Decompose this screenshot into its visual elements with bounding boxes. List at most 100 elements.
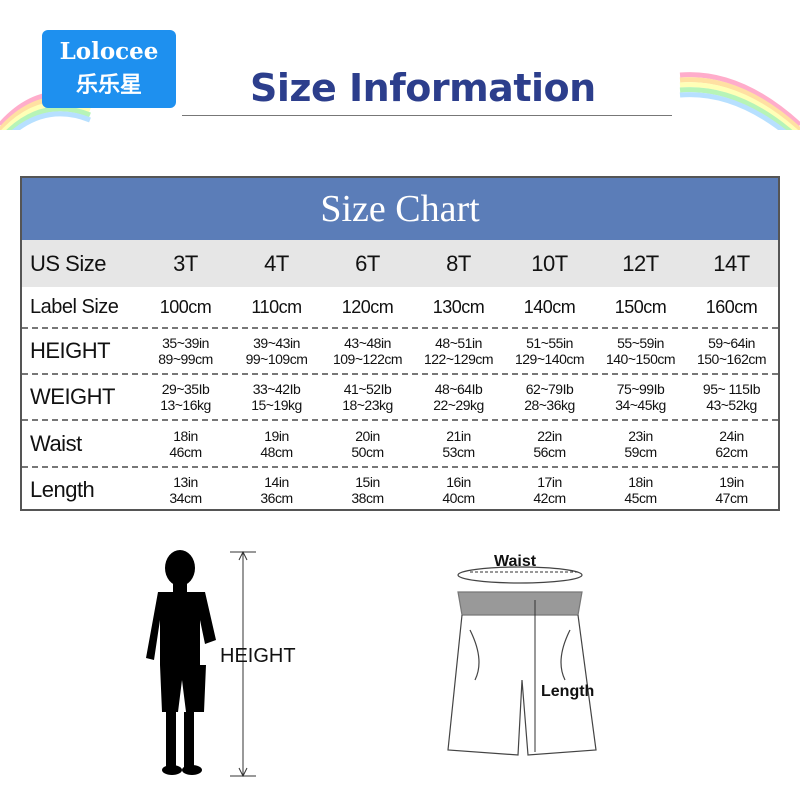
table-cell: 18in 46cm: [140, 428, 231, 460]
table-cell: 55~59in 140~150cm: [595, 335, 686, 367]
cell-value: 62~79Ib: [525, 381, 574, 397]
cell-value: 150cm: [614, 297, 667, 317]
table-cell: 59~64in 150~162cm: [686, 335, 777, 367]
brand-logo: Lolocee 乐乐星: [42, 30, 176, 108]
cell-value: 160cm: [705, 297, 758, 317]
cell-value: 15in: [355, 474, 380, 490]
cell-value: 109~122cm: [332, 351, 403, 367]
child-silhouette-icon: [146, 550, 216, 775]
cell-value: 13~16kg: [160, 397, 211, 413]
table-cell: 15in 38cm: [322, 474, 413, 506]
cell-value: 23in: [628, 427, 653, 444]
cell-value: 62cm: [715, 443, 748, 460]
cell-value: 18in: [173, 427, 198, 444]
table-cell: 140cm: [504, 298, 595, 316]
row-label: Waist: [30, 430, 82, 456]
header-label: US Size: [30, 250, 106, 276]
height-label: HEIGHT: [220, 645, 296, 667]
table-cell: 14in 36cm: [231, 474, 322, 506]
cell-value: 35~39in: [162, 335, 209, 351]
cell-value: 36cm: [260, 490, 293, 506]
cell-value: 55~59in: [617, 335, 664, 351]
cell-value: 99~109cm: [245, 351, 308, 367]
table-cell: 110cm: [231, 297, 322, 317]
cell-value: 38cm: [351, 490, 384, 506]
logo-text-cn: 乐乐星: [75, 73, 142, 98]
cell-value: 45cm: [624, 490, 657, 506]
table-row: Label Size 100cm 110cm 120cm 130cm 140cm 150cm…: [22, 287, 778, 329]
cell-value: 47cm: [715, 490, 748, 506]
size-header-8T: 8T: [446, 250, 471, 276]
table-cell: 22in 56cm: [504, 428, 595, 460]
cell-value: 59cm: [624, 443, 657, 460]
height-measure-line: [230, 550, 256, 778]
cell-value: 16in: [446, 474, 471, 490]
row-label: HEIGHT: [30, 338, 111, 363]
cell-value: 28~36kg: [524, 397, 575, 413]
waist-label: Waist: [494, 553, 537, 570]
cell-value: 120cm: [341, 297, 394, 317]
table-cell: 100cm: [140, 298, 231, 316]
table-cell: 35~39in 89~99cm: [140, 335, 231, 367]
cell-value: 29~35Ib: [161, 381, 210, 397]
table-cell: 41~52Ib 18~23kg: [322, 381, 413, 413]
length-label: Length: [541, 683, 595, 700]
cell-value: 22~29kg: [433, 397, 484, 413]
length-measure-line: [470, 571, 580, 752]
cell-value: 34~45kg: [615, 397, 666, 413]
cell-value: 43~48in: [344, 335, 391, 351]
cell-value: 21in: [446, 427, 471, 444]
cell-value: 19in: [719, 474, 744, 490]
page-title: Size Information: [250, 66, 596, 110]
cell-value: 18in: [628, 474, 653, 490]
cell-value: 129~140cm: [514, 351, 585, 367]
title-divider: [182, 115, 672, 116]
cell-value: 24in: [719, 427, 744, 444]
cell-value: 48~51in: [435, 335, 482, 351]
table-cell: 33~42Ib 15~19kg: [231, 381, 322, 413]
cell-value: 39~43in: [253, 335, 300, 351]
size-header-3T: 3T: [173, 250, 198, 276]
shorts-outline-icon: [447, 566, 597, 756]
size-chart-title: Size Chart: [22, 178, 778, 240]
cell-value: 50cm: [351, 443, 384, 460]
table-cell: 51~55in 129~140cm: [504, 335, 595, 367]
cell-value: 19in: [264, 427, 289, 444]
table-cell: 39~43in 99~109cm: [231, 335, 322, 367]
table-cell: 120cm: [322, 297, 413, 317]
table-cell: 19in 48cm: [231, 428, 322, 460]
size-header-14T: 14T: [713, 250, 750, 276]
cell-value: 34cm: [169, 490, 202, 506]
cell-value: 14in: [264, 474, 289, 490]
cell-value: 43~52kg: [706, 397, 757, 413]
table-cell: 16in 40cm: [413, 474, 504, 506]
table-cell: 95~ 115Ib 43~52kg: [686, 381, 777, 413]
cell-value: 13in: [173, 474, 198, 490]
table-cell: 17in 42cm: [504, 474, 595, 506]
cell-value: 122~129cm: [423, 351, 494, 367]
measurement-illustrations: [146, 550, 597, 778]
size-header-4T: 4T: [264, 250, 289, 276]
cell-value: 130cm: [432, 297, 485, 317]
size-header-row: US Size 3T 4T 6T 8T 10T 12T 14T: [22, 240, 778, 287]
cell-value: 110cm: [251, 297, 302, 317]
table-row: HEIGHT 35~39in 89~99cm 39~43in 99~109cm 43~48…: [22, 329, 778, 375]
cell-value: 41~52Ib: [343, 381, 392, 397]
size-header-10T: 10T: [531, 250, 568, 276]
table-cell: 19in 47cm: [686, 474, 777, 506]
table-row: WEIGHT 29~35Ib 13~16kg 33~42Ib 15~19kg 41~52I…: [22, 375, 778, 421]
cell-value: 59~64in: [708, 335, 755, 351]
row-label: Label Size: [30, 296, 119, 318]
cell-value: 89~99cm: [158, 351, 213, 367]
cell-value: 140~150cm: [605, 351, 676, 367]
table-cell: 23in 59cm: [595, 428, 686, 460]
logo-text-en: Lolocee: [59, 38, 159, 65]
cell-value: 46cm: [169, 443, 202, 460]
cell-value: 40cm: [442, 490, 475, 506]
size-header-6T: 6T: [355, 250, 380, 276]
table-cell: 13in 34cm: [140, 474, 231, 506]
cell-value: 42cm: [533, 490, 566, 506]
row-label: Length: [30, 477, 95, 502]
table-cell: 21in 53cm: [413, 428, 504, 460]
table-row: Waist 18in 46cm 19in 48cm 20in 50cm 21in 53cm 22i…: [22, 421, 778, 468]
